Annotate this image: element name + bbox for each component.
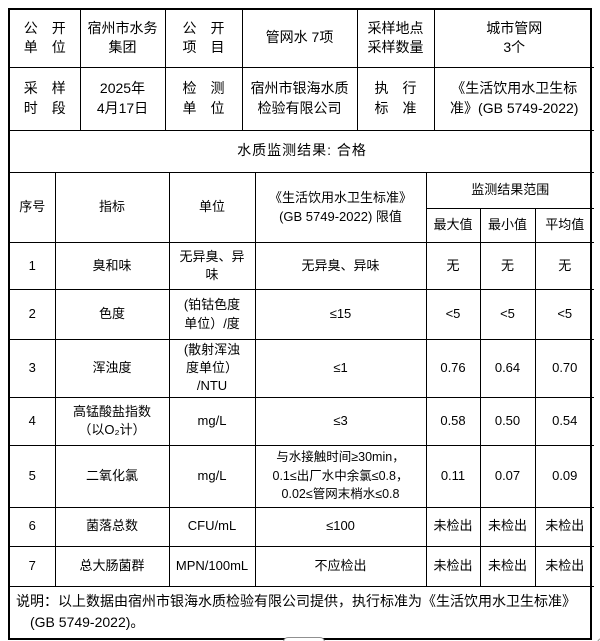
min-value-cell: 0.64	[480, 339, 536, 398]
limit-cell: ≤1	[255, 339, 427, 398]
max-value-cell: 0.58	[426, 397, 481, 446]
explanation-note: 说明：以上数据由宿州市银海水质检验有限公司提供，执行标准为《生活饮用水卫生标准》…	[16, 592, 576, 631]
row-no: 7	[10, 546, 56, 587]
row-no: 2	[10, 289, 56, 340]
indicator-cell: 浑浊度	[55, 339, 170, 398]
table-row: 2 色度 (铂钴色度 单位）/度 ≤15 <5 <5 <5	[10, 289, 595, 340]
table-subheader-row: 最大值 最小值 平均值	[10, 208, 595, 243]
limit-cell: ≤100	[255, 507, 427, 547]
unit-cell: MPN/100mL	[169, 546, 256, 587]
max-value-cell: 未检出	[426, 546, 481, 587]
partially-visible-button-right[interactable]	[597, 638, 600, 641]
row-no: 6	[10, 507, 56, 547]
avg-value-cell: 0.54	[535, 397, 595, 446]
min-value-cell: 未检出	[480, 546, 536, 587]
standard-value: 《生活饮用水卫生标 准》(GB 5749-2022)	[434, 67, 594, 131]
table-row: 7 总大肠菌群 MPN/100mL 不应检出 未检出 未检出 未检出	[10, 546, 595, 587]
col-header-unit: 单位	[169, 172, 256, 243]
min-value-cell: 未检出	[480, 507, 536, 547]
col-header-min: 最小值	[480, 208, 536, 243]
col-header-avg: 平均值	[535, 208, 595, 243]
sampling-period-value: 2025年 4月17日	[80, 67, 166, 131]
public-project-value: 管网水 7项	[242, 10, 358, 68]
avg-value-cell: <5	[535, 289, 595, 340]
limit-cell: 无异臭、异味	[255, 242, 427, 290]
unit-cell: (铂钴色度 单位）/度	[169, 289, 256, 340]
public-project-label: 公 开 项 目	[165, 10, 243, 68]
min-value-cell: 无	[480, 242, 536, 290]
table-row: 公 开 单 位 宿州市水务 集团 公 开 项 目 管网水 7项 采样地点 采样数…	[10, 10, 594, 68]
table-row: 说明：以上数据由宿州市银海水质检验有限公司提供，执行标准为《生活饮用水卫生标准》…	[10, 586, 594, 638]
avg-value-cell: 未检出	[535, 546, 595, 587]
indicator-cell: 二氧化氯	[55, 445, 170, 508]
avg-value-cell: 0.70	[535, 339, 595, 398]
avg-value-cell: 0.09	[535, 445, 595, 508]
info-table: 公 开 单 位 宿州市水务 集团 公 开 项 目 管网水 7项 采样地点 采样数…	[10, 10, 594, 131]
table-row: 采 样 时 段 2025年 4月17日 检 测 单 位 宿州市银海水质 检验有限…	[10, 67, 594, 131]
col-header-no: 序号	[10, 172, 56, 243]
row-no: 1	[10, 242, 56, 290]
row-no: 3	[10, 339, 56, 398]
unit-cell: mg/L	[169, 445, 256, 508]
testing-unit-label: 检 测 单 位	[165, 67, 243, 131]
limit-cell: ≤15	[255, 289, 427, 340]
sampling-location-count-label: 采样地点 采样数量	[357, 10, 435, 68]
max-value-cell: 0.11	[426, 445, 481, 508]
unit-cell: CFU/mL	[169, 507, 256, 547]
public-unit-value: 宿州市水务 集团	[80, 10, 166, 68]
max-value-cell: 未检出	[426, 507, 481, 547]
limit-cell: ≤3	[255, 397, 427, 446]
results-table: 水质监测结果: 合格 序号 指标 单位 《生活饮用水卫生标准》 (GB 5749…	[10, 130, 595, 638]
result-summary: 水质监测结果: 合格	[10, 130, 595, 173]
public-unit-label: 公 开 单 位	[10, 10, 81, 68]
indicator-cell: 菌落总数	[55, 507, 170, 547]
water-quality-report-table: 公 开 单 位 宿州市水务 集团 公 开 项 目 管网水 7项 采样地点 采样数…	[8, 8, 595, 640]
min-value-cell: 0.50	[480, 397, 536, 446]
table-header-row: 序号 指标 单位 《生活饮用水卫生标准》 (GB 5749-2022) 限值 监…	[10, 172, 595, 243]
min-value-cell: <5	[480, 289, 536, 340]
table-row: 6 菌落总数 CFU/mL ≤100 未检出 未检出 未检出	[10, 507, 595, 547]
sampling-location-count-value: 城市管网 3个	[434, 10, 594, 68]
indicator-cell: 高锰酸盐指数 （以O₂计）	[55, 397, 170, 446]
avg-value-cell: 未检出	[535, 507, 595, 547]
limit-cell: 与水接触时间≥30min， 0.1≤出厂水中余氯≤0.8， 0.02≤管网末梢水…	[255, 445, 427, 508]
row-no: 4	[10, 397, 56, 446]
indicator-cell: 总大肠菌群	[55, 546, 170, 587]
unit-cell: (散射浑浊 度单位） /NTU	[169, 339, 256, 398]
indicator-cell: 色度	[55, 289, 170, 340]
max-value-cell: 无	[426, 242, 481, 290]
unit-cell: mg/L	[169, 397, 256, 446]
row-no: 5	[10, 445, 56, 508]
sampling-period-label: 采 样 时 段	[10, 67, 81, 131]
min-value-cell: 0.07	[480, 445, 536, 508]
unit-cell: 无异臭、异 味	[169, 242, 256, 290]
table-row: 5 二氧化氯 mg/L 与水接触时间≥30min， 0.1≤出厂水中余氯≤0.8…	[10, 445, 595, 508]
standard-label: 执 行 标 准	[357, 67, 435, 131]
limit-cell: 不应检出	[255, 546, 427, 587]
table-row: 4 高锰酸盐指数 （以O₂计） mg/L ≤3 0.58 0.50 0.54	[10, 397, 595, 446]
col-header-indicator: 指标	[55, 172, 170, 243]
col-header-result-range: 监测结果范围	[426, 172, 595, 209]
partially-visible-button[interactable]	[283, 637, 325, 641]
max-value-cell: <5	[426, 289, 481, 340]
table-row: 水质监测结果: 合格	[10, 130, 595, 173]
table-row: 3 浑浊度 (散射浑浊 度单位） /NTU ≤1 0.76 0.64 0.70	[10, 339, 595, 398]
testing-unit-value: 宿州市银海水质 检验有限公司	[242, 67, 358, 131]
avg-value-cell: 无	[535, 242, 595, 290]
col-header-limit: 《生活饮用水卫生标准》 (GB 5749-2022) 限值	[255, 172, 427, 243]
indicator-cell: 臭和味	[55, 242, 170, 290]
max-value-cell: 0.76	[426, 339, 481, 398]
col-header-max: 最大值	[426, 208, 481, 243]
table-row: 1 臭和味 无异臭、异 味 无异臭、异味 无 无 无	[10, 242, 595, 290]
